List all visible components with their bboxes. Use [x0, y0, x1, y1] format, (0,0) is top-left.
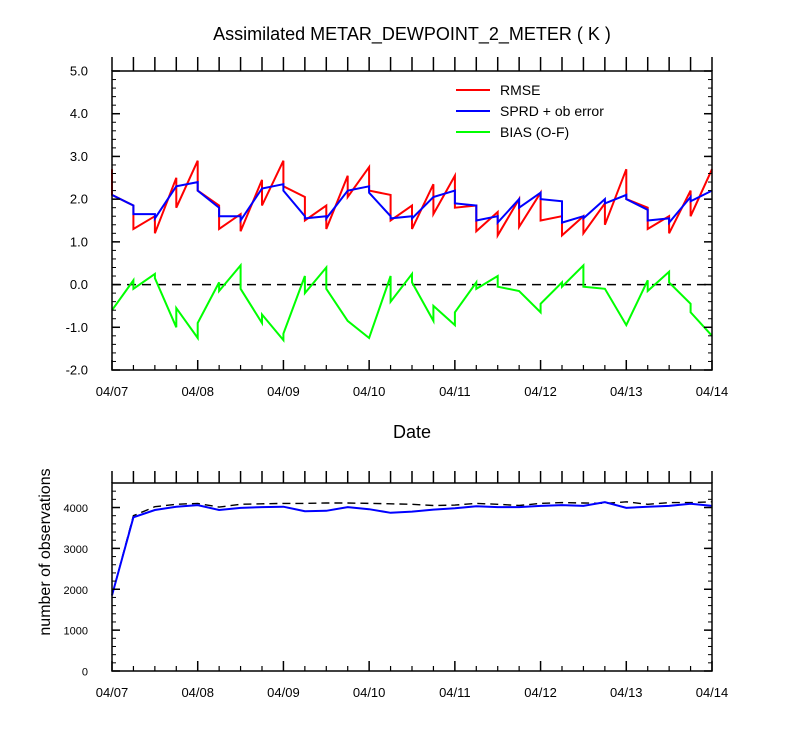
- y-tick-label: 3000: [64, 544, 88, 556]
- series-line-0-2: [111, 262, 713, 343]
- y-tick-label: -2.0: [66, 363, 88, 378]
- top-panel-series: [111, 160, 713, 343]
- y-tick-label: 5.0: [70, 64, 88, 79]
- x-tick-label: 04/14: [696, 685, 729, 700]
- x-tick-label: 04/13: [610, 384, 643, 399]
- legend-label: RMSE: [500, 82, 540, 98]
- series-line-0-0: [111, 160, 713, 240]
- legend-label: SPRD + ob error: [500, 103, 604, 119]
- x-tick-label: 04/10: [353, 685, 386, 700]
- y-tick-label: 4.0: [70, 106, 88, 121]
- x-tick-label: 04/12: [524, 384, 557, 399]
- x-axis-label: Date: [393, 422, 431, 442]
- y-tick-label: 2.0: [70, 192, 88, 207]
- x-tick-label: 04/07: [96, 384, 129, 399]
- x-tick-label: 04/11: [439, 384, 471, 399]
- x-tick-label: 04/08: [181, 384, 214, 399]
- y-tick-label: 0: [82, 667, 88, 679]
- y-tick-label: 3.0: [70, 149, 88, 164]
- y-tick-label: -1.0: [66, 320, 88, 335]
- series-line-0-1: [111, 180, 713, 226]
- x-tick-label: 04/09: [267, 685, 300, 700]
- top-panel-ticks: 04/07 04/08 04/09 04/10 04/11 04/12 04/13 04/14…: [66, 57, 729, 399]
- bottom-panel-ticks: 04/07 04/08 04/09 04/10 04/11 04/12 04/13 04/14…: [64, 471, 729, 700]
- series-line-1-1: [111, 501, 713, 596]
- y-tick-label: 1.0: [70, 234, 88, 249]
- y-tick-label: 1000: [64, 626, 88, 638]
- x-tick-label: 04/11: [439, 685, 471, 700]
- y-tick-label: 2000: [64, 585, 88, 597]
- y-tick-label: 4000: [64, 503, 88, 515]
- x-tick-label: 04/10: [353, 384, 386, 399]
- legend-label: BIAS (O-F): [500, 124, 569, 140]
- legend: RMSE SPRD + ob error BIAS (O-F): [456, 82, 604, 140]
- y-tick-label: 0.0: [70, 277, 88, 292]
- x-tick-label: 04/09: [267, 384, 300, 399]
- series-line-1-0: [111, 501, 713, 596]
- chart-title: Assimilated METAR_DEWPOINT_2_METER ( K ): [213, 24, 611, 45]
- bottom-panel-series: [111, 501, 713, 596]
- x-tick-label: 04/14: [696, 384, 729, 399]
- x-tick-label: 04/07: [96, 685, 129, 700]
- x-tick-label: 04/12: [524, 685, 557, 700]
- x-tick-label: 04/13: [610, 685, 643, 700]
- x-tick-label: 04/08: [181, 685, 214, 700]
- y-axis-label: number of observations: [37, 468, 54, 635]
